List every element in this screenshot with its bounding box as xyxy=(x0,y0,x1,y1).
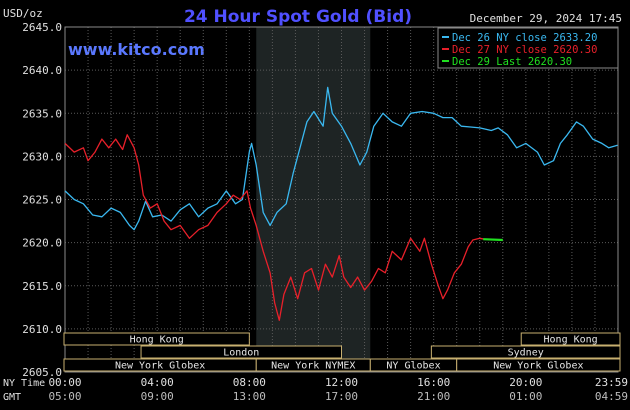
y-units-label: USD/oz xyxy=(3,7,43,20)
y-axis: 2605.0 2610.0 2615.0 2620.0 2625.0 2630.0 2635… xyxy=(22,21,62,379)
x-tick-label: 16:00 xyxy=(417,376,450,389)
x-tick-label: 20:00 xyxy=(509,376,542,389)
x-tick-label: 23:59 xyxy=(595,376,628,389)
series-line-dec27 xyxy=(64,134,485,321)
x-tick-label: 00:00 xyxy=(48,376,81,389)
legend-entry: Dec 27 NY close 2620.30 xyxy=(452,44,597,56)
y-tick-label: 2615.0 xyxy=(22,280,62,293)
y-tick-label: 2605.0 xyxy=(22,366,62,379)
session-band xyxy=(63,332,250,346)
session-label: New York Globex xyxy=(493,361,583,372)
session-band xyxy=(140,345,342,359)
y-tick-label: 2610.0 xyxy=(22,323,62,336)
y-tick-label: 2635.0 xyxy=(22,107,62,120)
timestamp: December 29, 2024 17:45 xyxy=(470,12,622,25)
x-tick-label: 05:00 xyxy=(48,390,81,403)
x-tick-label: 04:00 xyxy=(141,376,174,389)
x-tick-label: 08:00 xyxy=(233,376,266,389)
series-line-dec26 xyxy=(64,86,618,231)
y-tick-label: 2640.0 xyxy=(22,64,62,77)
x-axis: NY Time 00:00 04:00 08:00 12:00 16:00 20:00 23:… xyxy=(3,376,628,403)
x-tick-label: 04:59 xyxy=(595,390,628,403)
website-label[interactable]: www.kitco.com xyxy=(68,40,205,59)
grid xyxy=(64,26,619,373)
plot-frame xyxy=(64,26,619,373)
series-lines xyxy=(64,86,618,321)
series-line-dec29 xyxy=(483,238,503,242)
legend-entry: Dec 29 Last 2620.30 xyxy=(452,56,572,68)
x-tick-label: 09:00 xyxy=(141,390,174,403)
x-tick-label: 21:00 xyxy=(417,390,450,403)
session-label: NY Globex xyxy=(386,361,440,372)
chart-title: 24 Hour Spot Gold (Bid) xyxy=(184,7,412,27)
legend-box xyxy=(437,27,619,69)
x-tick-label: 01:00 xyxy=(509,390,542,403)
session-label: New York NYMEX xyxy=(271,361,355,372)
session-band xyxy=(456,358,621,372)
x-tick-label: 12:00 xyxy=(325,376,358,389)
x-tick-label: 13:00 xyxy=(233,390,266,403)
session-label: Hong Kong xyxy=(544,335,598,346)
y-tick-label: 2645.0 xyxy=(22,21,62,34)
x-axis-row-label: GMT xyxy=(3,392,21,403)
y-tick-label: 2620.0 xyxy=(22,237,62,250)
session-label: London xyxy=(223,348,259,359)
y-tick-label: 2625.0 xyxy=(22,194,62,207)
y-tick-label: 2630.0 xyxy=(22,150,62,163)
legend-entry: Dec 26 NY close 2633.20 xyxy=(452,32,597,44)
x-axis-row-label: NY Time xyxy=(3,378,45,389)
x-tick-label: 17:00 xyxy=(325,390,358,403)
session-label: New York Globex xyxy=(115,361,205,372)
session-band xyxy=(430,345,621,359)
session-band xyxy=(520,332,621,346)
session-bands: Hong Kong Hong Kong London Sydney New York G… xyxy=(63,332,621,372)
session-label: Sydney xyxy=(508,348,544,359)
session-label: Hong Kong xyxy=(130,335,184,346)
